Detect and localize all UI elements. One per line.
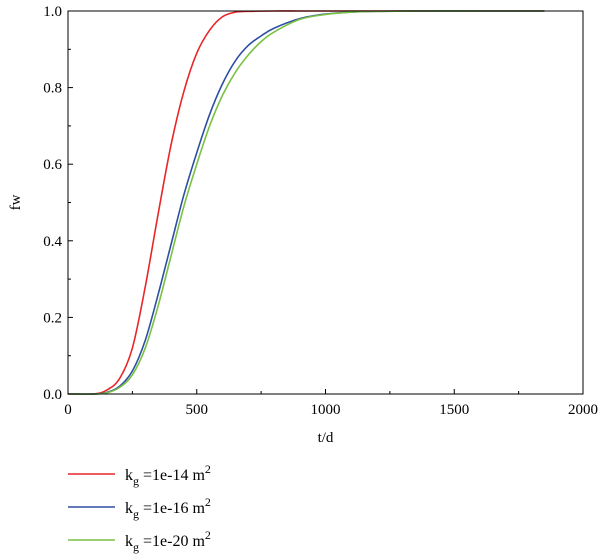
x-tick-label: 2000 bbox=[568, 402, 598, 418]
y-axis-label: fw bbox=[8, 194, 24, 210]
plot-area bbox=[67, 10, 545, 396]
y-tick-label: 0.0 bbox=[43, 387, 62, 403]
legend-label-1: kg =1e-16 m2 bbox=[125, 495, 211, 521]
x-axis-label: t/d bbox=[318, 430, 334, 446]
series-line-1 bbox=[67, 10, 545, 395]
y-tick-label: 1.0 bbox=[43, 4, 62, 20]
plot-frame bbox=[67, 10, 584, 395]
y-tick-label: 0.8 bbox=[43, 81, 62, 97]
legend: kg =1e-14 m2 kg =1e-16 m2 kg =1e-20 m2 bbox=[68, 462, 211, 554]
y-tick-label: 0.6 bbox=[43, 157, 62, 173]
axes: 0 500 1000 1500 2000 0.0 0.2 0.4 0.6 0.8 1.0 t/d fw bbox=[8, 4, 598, 446]
y-tick-label: 0.4 bbox=[43, 234, 62, 250]
series-line-2 bbox=[67, 10, 545, 395]
series-line-0 bbox=[67, 10, 545, 396]
x-tick-label: 0 bbox=[64, 402, 72, 418]
x-tick-label: 1500 bbox=[439, 402, 469, 418]
x-tick-label: 1000 bbox=[311, 402, 341, 418]
legend-label-0: kg =1e-14 m2 bbox=[125, 462, 211, 488]
legend-label-2: kg =1e-20 m2 bbox=[125, 528, 211, 554]
x-tick-label: 500 bbox=[186, 402, 209, 418]
y-tick-label: 0.2 bbox=[43, 310, 62, 326]
